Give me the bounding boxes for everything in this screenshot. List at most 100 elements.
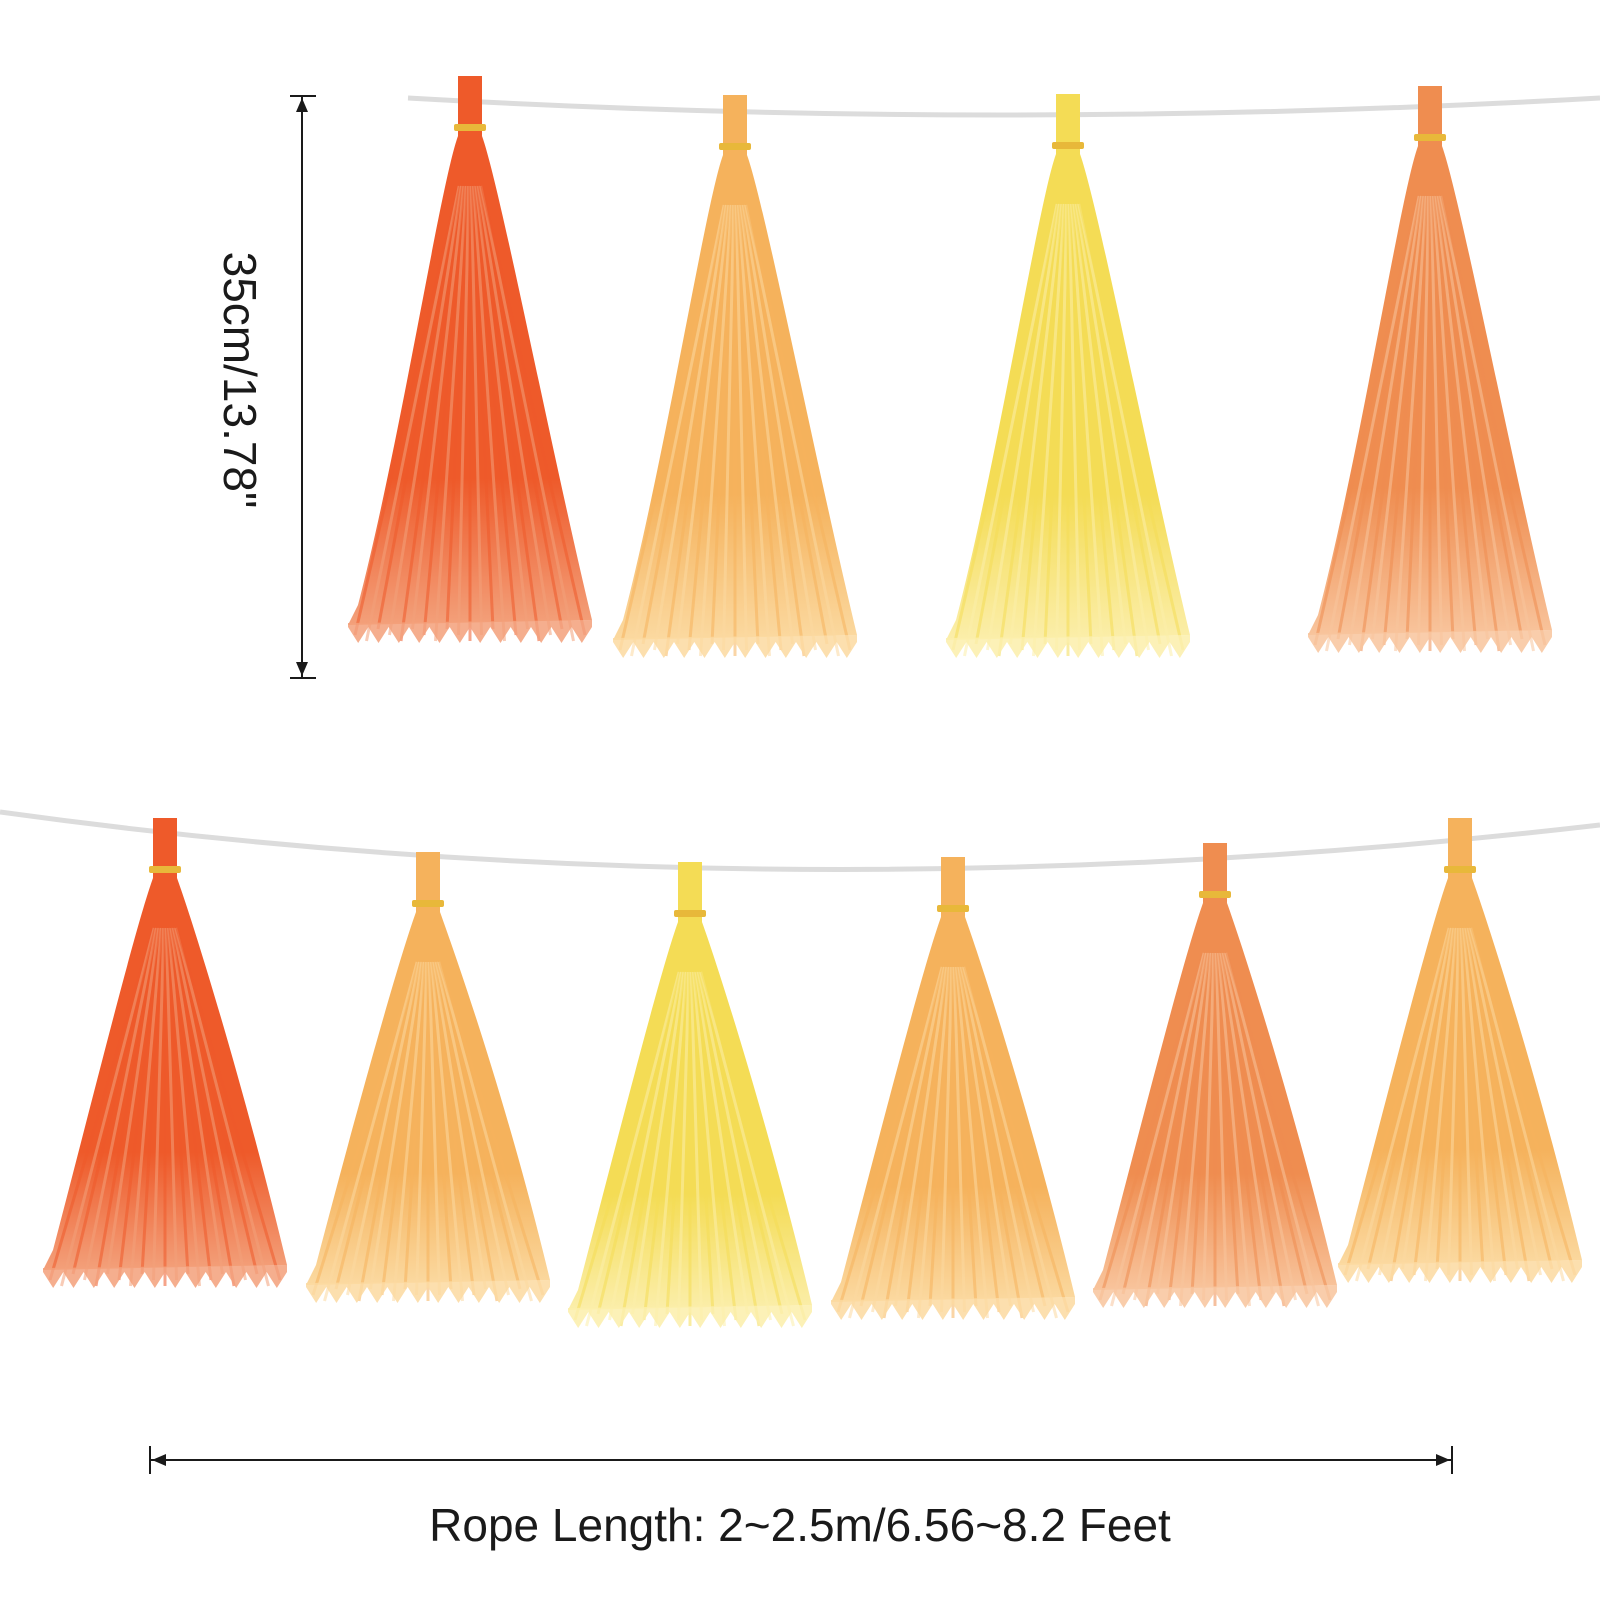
tassel-strip [1167, 952, 1212, 1301]
tassel-strip [1009, 203, 1064, 645]
tassel-band [937, 905, 969, 912]
bottom-row-tassel-1 [43, 818, 287, 1288]
tassel-strip [596, 971, 682, 1315]
tassel-strip [1394, 195, 1428, 652]
tassel-fringe [1308, 630, 1552, 653]
tassel-strip [1440, 195, 1547, 646]
tassel-strip [1043, 203, 1068, 645]
tassel-strip [722, 204, 736, 651]
tassel-strip [1076, 203, 1162, 645]
tassel-strip [738, 204, 783, 651]
tassel-strip [1214, 952, 1228, 1301]
tassel-strip [654, 971, 688, 1327]
tassel-strip [1098, 952, 1205, 1301]
top-row-tassel-3 [946, 94, 1190, 658]
tassel-strip [1219, 952, 1274, 1295]
tassel-strip [474, 185, 529, 630]
tassel-strip [168, 927, 213, 1281]
tassel-strip [445, 185, 470, 630]
tassel-strip [1224, 952, 1320, 1307]
bottom-row-tassel-6 [1338, 818, 1582, 1283]
tassel-band [412, 900, 444, 907]
tassel-band [1444, 866, 1476, 873]
tassel-strip [951, 203, 1058, 651]
tassel-strip [1218, 952, 1263, 1301]
tassel-strip [693, 971, 738, 1321]
tassel-strip [1215, 952, 1240, 1295]
tassel-strip [171, 927, 247, 1281]
tassel-strip [957, 966, 1012, 1307]
tassel-strip [1217, 952, 1251, 1307]
tassel-strip [470, 185, 495, 630]
tassel-strip [1464, 927, 1519, 1270]
tassel-strip [631, 971, 686, 1315]
tassel-strip [737, 204, 771, 657]
tassel-strip [1389, 927, 1455, 1282]
tassel-strip [997, 203, 1063, 657]
tassel-strip [1073, 203, 1139, 657]
tassel-strip [1020, 203, 1065, 651]
tassel-strip [739, 204, 794, 645]
tassel-strip [1470, 927, 1577, 1276]
rope-arrowhead-left [152, 1454, 166, 1466]
tassel-strip [1401, 927, 1456, 1270]
tassel-strip [1417, 195, 1431, 646]
top-row-tassel-2 [613, 95, 857, 658]
tassel-strip [710, 204, 735, 645]
tassel-strip [434, 961, 510, 1296]
tassel-strip [323, 961, 419, 1302]
bottom-rope [0, 809, 1600, 872]
tassel-strip [1077, 203, 1173, 657]
tassel-strip [699, 971, 795, 1327]
tassel-strip [928, 966, 953, 1307]
tassel-strip [169, 927, 224, 1275]
tassel-strip [963, 203, 1059, 657]
tassel-strip [963, 966, 1070, 1313]
tassel-strip [469, 185, 483, 636]
tassel-strip [175, 927, 282, 1281]
tassel-strip [1223, 952, 1309, 1295]
tassel-strip [1424, 927, 1458, 1282]
tassel-strip [961, 966, 1047, 1307]
height-dimension-arrow [290, 95, 316, 679]
tassel-strip [1435, 927, 1460, 1270]
tassel-strip [699, 204, 733, 657]
tassel-strip [1439, 195, 1535, 652]
tassel-strip [480, 185, 587, 636]
height-arrowhead-top [296, 98, 308, 112]
tassel-strip [432, 961, 487, 1290]
tassel-strip [692, 971, 726, 1327]
bottom-row-tassel-5 [1093, 843, 1337, 1308]
tassel-strip [1133, 952, 1209, 1301]
tassel-strip [152, 927, 166, 1281]
tassel-strip [694, 971, 749, 1315]
tassel-strip [952, 966, 966, 1313]
tassel-strip [403, 961, 428, 1290]
tassel-strip [479, 185, 575, 642]
tassel-strip [1382, 195, 1427, 646]
tassel-strip [1144, 952, 1210, 1307]
top-row-tassel-1 [348, 76, 592, 643]
tassel-strip [1156, 952, 1211, 1295]
tassel-strip [174, 927, 270, 1287]
tassel-strip [83, 927, 159, 1281]
tassel-strip [608, 971, 684, 1321]
tassel-strip [618, 204, 725, 651]
tassel-strip [695, 971, 761, 1327]
tassel-strip [745, 204, 852, 651]
tassel-strip [677, 971, 691, 1321]
tassel-strip [94, 927, 160, 1287]
tassel-strip [1462, 927, 1496, 1282]
tassel-strip [1378, 927, 1454, 1276]
tassel-band [149, 866, 181, 873]
tassel-strip [871, 966, 947, 1313]
tassel-strip [71, 927, 157, 1275]
tassel-fringe [1093, 1285, 1337, 1308]
tassel-strip [735, 204, 760, 645]
tassel-strip [585, 971, 681, 1327]
tassel-layer [43, 76, 1582, 1328]
tassel-strip [848, 966, 944, 1319]
tassel-strip [741, 204, 817, 651]
tassel-band [454, 124, 486, 131]
